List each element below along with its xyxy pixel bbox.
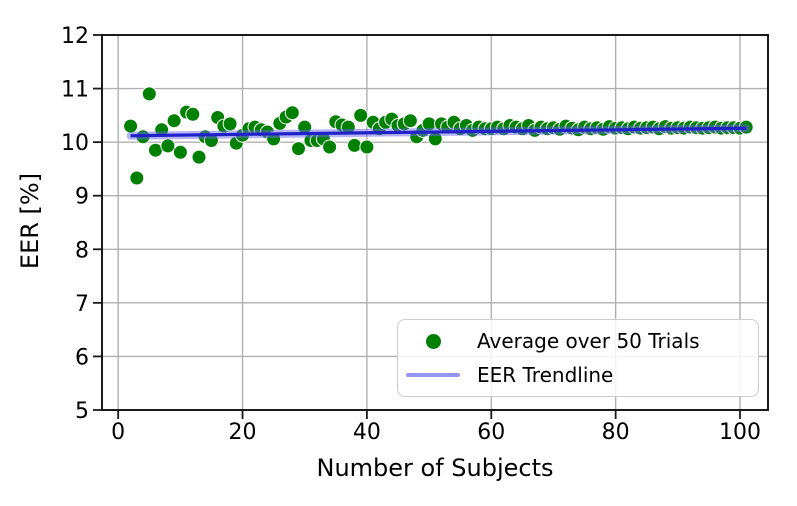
x-tick-label: 0 [111,420,125,445]
scatter-point [185,106,201,122]
x-axis-label: Number of Subjects [316,454,554,482]
y-tick-label: 11 [61,78,89,103]
scatter-point [353,107,369,123]
scatter-point [284,105,300,121]
trendline-icon [406,372,460,378]
scatter-point [166,113,182,129]
axes-spines [101,34,769,411]
x-tick-label: 100 [719,420,761,445]
legend-label-average: Average over 50 Trials [477,329,700,353]
legend-item-trendline: EER Trendline [398,358,758,392]
x-tick-label: 80 [602,420,630,445]
x-tick-label: 40 [353,420,381,445]
scatter-point [359,139,375,155]
legend-label-trendline: EER Trendline [477,363,614,387]
scatter-point [222,116,238,132]
scatter-point [172,144,188,160]
scatter-point [322,139,338,155]
legend-marker-box [402,372,464,378]
y-axis-label: EER [%] [16,172,44,270]
y-tick-label: 7 [75,292,89,317]
scatter-point [191,149,207,165]
scatter-point [123,118,139,134]
scatter-point [160,138,176,154]
y-tick-label: 12 [61,24,89,49]
scatter-point [141,86,157,102]
y-tick-label: 9 [75,185,89,210]
scatter-point [347,137,362,153]
scatter-point [129,170,145,186]
y-tick-label: 8 [75,238,89,263]
y-tick-label: 6 [75,345,89,370]
legend-item-average: Average over 50 Trials [398,324,758,358]
x-tick-label: 60 [477,420,505,445]
x-tick-label: 20 [229,420,257,445]
scatter-point [402,113,418,129]
legend-marker-box [402,333,464,349]
legend: Average over 50 Trials EER Trendline [397,319,759,397]
scatter-point [291,141,306,157]
trendline [130,126,747,138]
y-tick-label: 5 [75,399,89,424]
scatter-point [148,142,163,158]
y-tick-label: 10 [61,131,89,156]
scatter-dot-icon [425,333,441,349]
